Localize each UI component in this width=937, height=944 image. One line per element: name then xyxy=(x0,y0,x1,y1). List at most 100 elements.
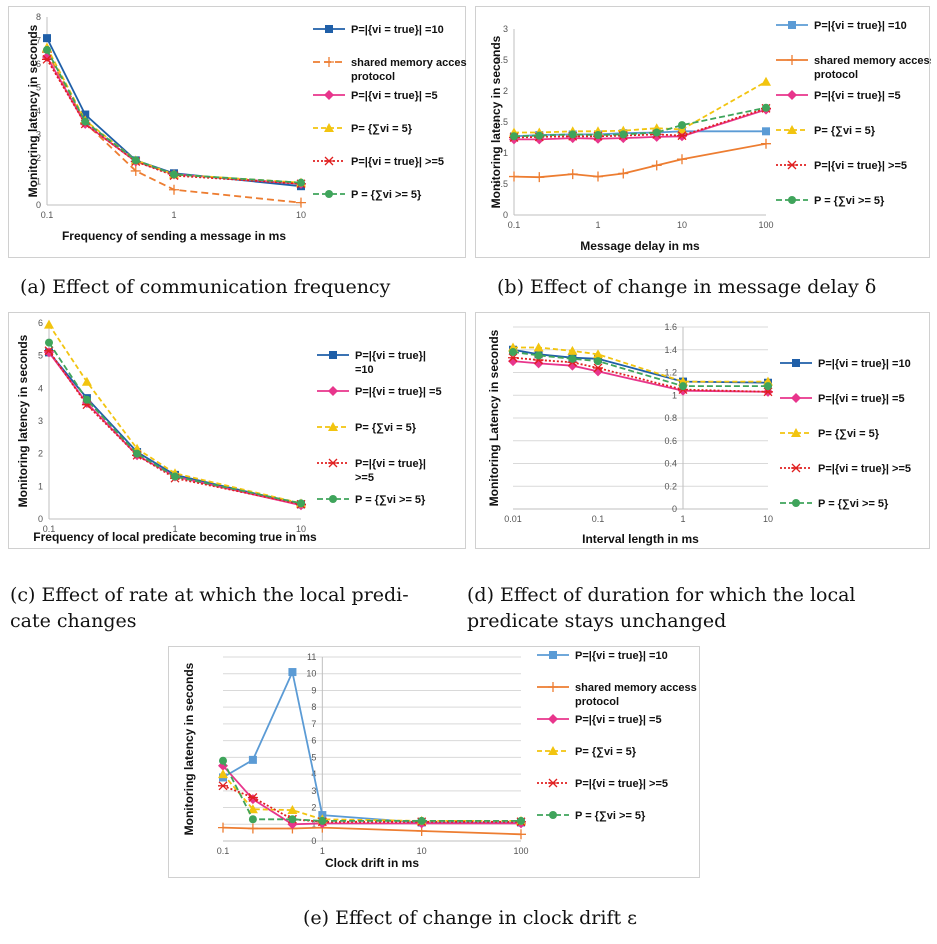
data-point xyxy=(247,804,258,814)
legend-marker xyxy=(324,156,334,166)
y-axis-label: Monitoring Latency in seconds xyxy=(487,329,501,506)
data-point xyxy=(45,338,53,347)
x-tick-label: 10 xyxy=(763,514,773,524)
y-tick-label: 6 xyxy=(311,736,316,746)
legend-label-line: P=|{vi = true}| xyxy=(355,350,426,362)
data-point xyxy=(81,110,90,119)
data-point xyxy=(43,45,51,54)
data-point xyxy=(652,128,661,137)
legend-marker xyxy=(328,458,338,468)
legend-label: P=|{vi = true}| =10 xyxy=(818,358,911,370)
data-point xyxy=(44,319,54,329)
legend-label-line: shared memory access xyxy=(575,682,697,694)
legend-entry: P=|{vi = true}| =5 xyxy=(537,714,662,726)
data-point xyxy=(619,130,628,139)
y-axis-label: Monitoring latency in seconds xyxy=(489,35,503,208)
series-2 xyxy=(218,822,526,840)
data-point xyxy=(247,823,258,834)
caption-b: (b) Effect of change in message delay δ xyxy=(497,276,877,298)
data-point xyxy=(762,103,770,112)
legend-marker xyxy=(787,90,797,100)
legend-entry: P=|{vi = true}| >=5 xyxy=(317,458,426,484)
data-point xyxy=(318,816,327,825)
data-point xyxy=(248,755,257,764)
series-line xyxy=(222,826,522,836)
data-point xyxy=(81,376,92,386)
legend-marker xyxy=(548,778,558,788)
legend-label: shared memory access protocol xyxy=(351,57,467,83)
data-point xyxy=(297,178,305,187)
legend-entry: P=|{vi = true}| >=5 xyxy=(776,160,907,172)
legend-entry: P = {∑vi >= 5} xyxy=(313,189,422,201)
data-point xyxy=(679,382,687,391)
y-tick-label: 5 xyxy=(311,752,316,762)
legend-entry: P=|{vi = true}| >=5 xyxy=(780,463,911,475)
legend-entry: P = {∑vi >= 5} xyxy=(537,810,646,822)
y-tick-label: 1 xyxy=(38,481,43,491)
legend-marker xyxy=(324,90,334,100)
legend-label: P = {∑vi >= 5} xyxy=(355,494,426,506)
y-tick-label: 2 xyxy=(503,86,508,96)
legend-entry: P=|{vi = true}| >=5 xyxy=(537,778,668,790)
y-axis-label: Monitoring latency in seconds xyxy=(16,334,30,507)
legend-label: P=|{vi = true}| =5 xyxy=(351,90,438,102)
legend-entry: P= {∑vi = 5} xyxy=(776,125,876,137)
caption-a: (a) Effect of communication frequency xyxy=(20,276,391,298)
chart-panel-e: 0 1 2 3 4 5 6 7 8 9 10 11 0.1 1 10 100 Clock drift in ms… xyxy=(168,646,700,878)
data-point xyxy=(677,131,687,141)
x-tick-label: 100 xyxy=(758,220,773,230)
data-point xyxy=(510,132,518,141)
y-tick-label: 0.5 xyxy=(495,179,508,189)
x-tick-label: 1 xyxy=(320,846,325,856)
legend-marker xyxy=(549,811,557,819)
legend-marker xyxy=(328,422,338,431)
y-tick-label: 0.4 xyxy=(664,459,677,469)
legend-label-line: protocol xyxy=(351,71,395,83)
x-tick-label: 0.1 xyxy=(592,514,605,524)
y-tick-label: 9 xyxy=(311,685,316,695)
series-line xyxy=(512,348,769,384)
data-point xyxy=(516,829,526,840)
legend-entry: P=|{vi = true}| =10 xyxy=(776,20,907,32)
legend-label: P= {∑vi = 5} xyxy=(575,746,637,758)
data-point xyxy=(593,363,603,373)
x-axis-label: Interval length in ms xyxy=(582,532,699,546)
y-tick-label: 4 xyxy=(36,106,41,116)
series-5 xyxy=(509,348,772,391)
y-tick-label: 4 xyxy=(38,383,43,393)
legend-marker xyxy=(792,359,800,367)
y-tick-label: 1.5 xyxy=(495,117,508,127)
chart-panel-a: 0 1 2 3 4 5 6 7 8 0.1 1 10 Frequency of sending a me… xyxy=(8,6,467,258)
series-line xyxy=(512,360,769,393)
data-point xyxy=(82,395,91,404)
x-axis-label: Clock drift in ms xyxy=(325,856,419,870)
y-tick-label: 6 xyxy=(36,59,41,69)
series-6 xyxy=(219,756,525,825)
chart-panel-c: 0 1 2 3 4 5 6 0.1 1 10 Frequency of local predicat… xyxy=(8,312,466,549)
y-tick-label: 0 xyxy=(38,514,43,524)
y-tick-label: 7 xyxy=(36,36,41,46)
data-point xyxy=(509,171,519,182)
data-point xyxy=(567,360,578,371)
data-point xyxy=(593,349,603,359)
series-2 xyxy=(509,138,771,183)
y-tick-label: 1.2 xyxy=(664,368,677,378)
legend-label: P=|{vi = true}| =10 xyxy=(575,650,668,662)
legend-marker xyxy=(787,125,797,134)
y-axis-label: Monitoring latency in seconds xyxy=(182,662,196,835)
legend-label-line: protocol xyxy=(575,696,619,708)
chart-svg-d: 0 0.2 0.4 0.6 0.8 1 1.2 1.4 1.6 0.01 0.1 1 10 Interva… xyxy=(487,322,911,546)
data-point xyxy=(678,121,686,130)
legend-marker xyxy=(548,714,558,724)
data-point xyxy=(287,805,298,815)
y-tick-label: 1 xyxy=(36,177,41,187)
data-point xyxy=(534,351,543,360)
y-tick-label: 1 xyxy=(503,148,508,158)
x-tick-label: 0.01 xyxy=(504,514,522,524)
x-tick-label: 10 xyxy=(296,210,306,220)
y-tick-label: 0 xyxy=(503,210,508,220)
data-point xyxy=(296,197,306,208)
data-point xyxy=(508,356,518,367)
data-point xyxy=(568,354,577,363)
